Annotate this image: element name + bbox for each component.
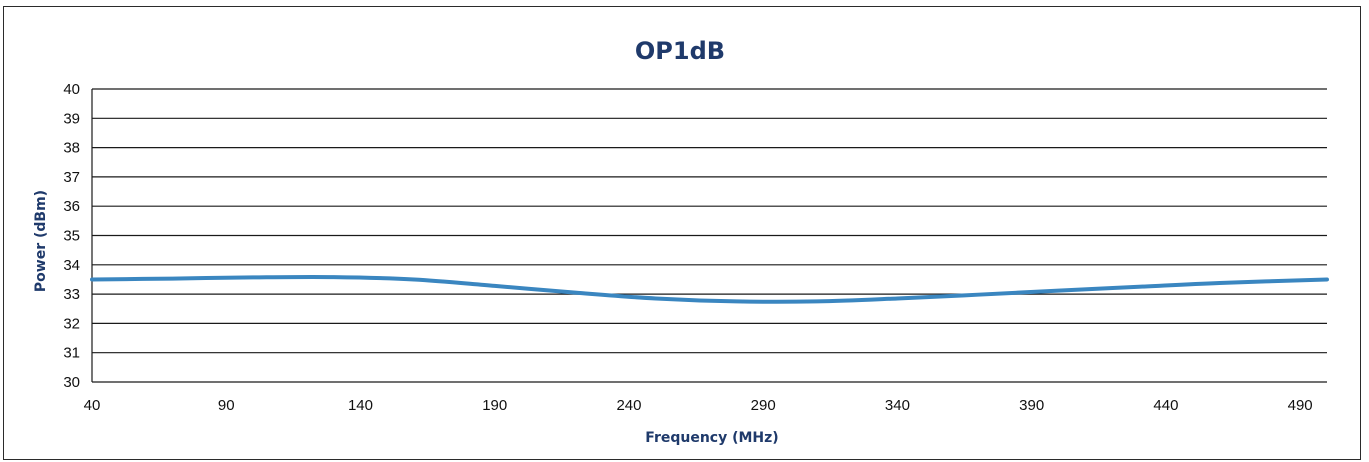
- x-tick-label-340: 340: [885, 397, 910, 414]
- data-point-0-0: [90, 277, 94, 281]
- y-axis-label: Power (dBm): [33, 190, 49, 292]
- x-tick-label-440: 440: [1153, 397, 1178, 414]
- data-point-0-4: [412, 277, 416, 281]
- chart-svg: OP1dB Power (dBm) Frequency (MHz) 30 31 32…: [33, 37, 1329, 446]
- x-tick-label-140: 140: [348, 397, 373, 414]
- series-line-0: [90, 274, 1329, 304]
- series-layer: [90, 274, 1329, 304]
- data-point-0-14: [1218, 281, 1222, 285]
- y-tick-label-30: 30: [63, 374, 80, 391]
- data-point-0-2: [251, 275, 255, 279]
- x-tick-label-490: 490: [1288, 397, 1313, 414]
- data-point-0-6: [573, 291, 577, 295]
- x-tick-label-290: 290: [751, 397, 776, 414]
- x-axis-label: Frequency (MHz): [645, 430, 778, 446]
- chart-container: OP1dB Power (dBm) Frequency (MHz) 30 31 32…: [3, 6, 1361, 460]
- tick-labels: 30 31 32 33 34 35 36 37 38 39 40 40 90 140 190 240 290 34…: [63, 81, 1312, 414]
- x-tick-label-40: 40: [84, 397, 101, 414]
- y-tick-label-36: 36: [63, 198, 80, 215]
- data-point-0-7: [654, 296, 658, 300]
- data-point-0-12: [1057, 289, 1061, 293]
- y-tick-label-38: 38: [63, 140, 80, 157]
- data-point-0-5: [493, 284, 497, 288]
- y-tick-label-33: 33: [63, 286, 80, 303]
- data-point-0-1: [171, 277, 175, 281]
- data-point-0-8: [734, 299, 738, 303]
- x-tick-label-190: 190: [482, 397, 507, 414]
- grid-lines: [91, 88, 1327, 383]
- x-tick-label-390: 390: [1019, 397, 1044, 414]
- data-point-0-10: [895, 296, 899, 300]
- y-tick-label-37: 37: [63, 169, 80, 186]
- y-tick-label-34: 34: [63, 257, 80, 274]
- data-point-0-3: [332, 275, 336, 279]
- y-tick-label-35: 35: [63, 228, 80, 245]
- data-point-0-11: [976, 293, 980, 297]
- y-tick-label-40: 40: [63, 81, 80, 98]
- data-point-0-15: [1325, 277, 1329, 281]
- y-tick-label-31: 31: [63, 345, 80, 362]
- y-tick-label-32: 32: [63, 315, 80, 332]
- x-tick-label-90: 90: [218, 397, 235, 414]
- y-tick-label-39: 39: [63, 110, 80, 127]
- data-point-0-13: [1137, 285, 1141, 289]
- x-tick-label-240: 240: [616, 397, 641, 414]
- chart-title: OP1dB: [635, 37, 725, 65]
- data-point-0-9: [815, 299, 819, 303]
